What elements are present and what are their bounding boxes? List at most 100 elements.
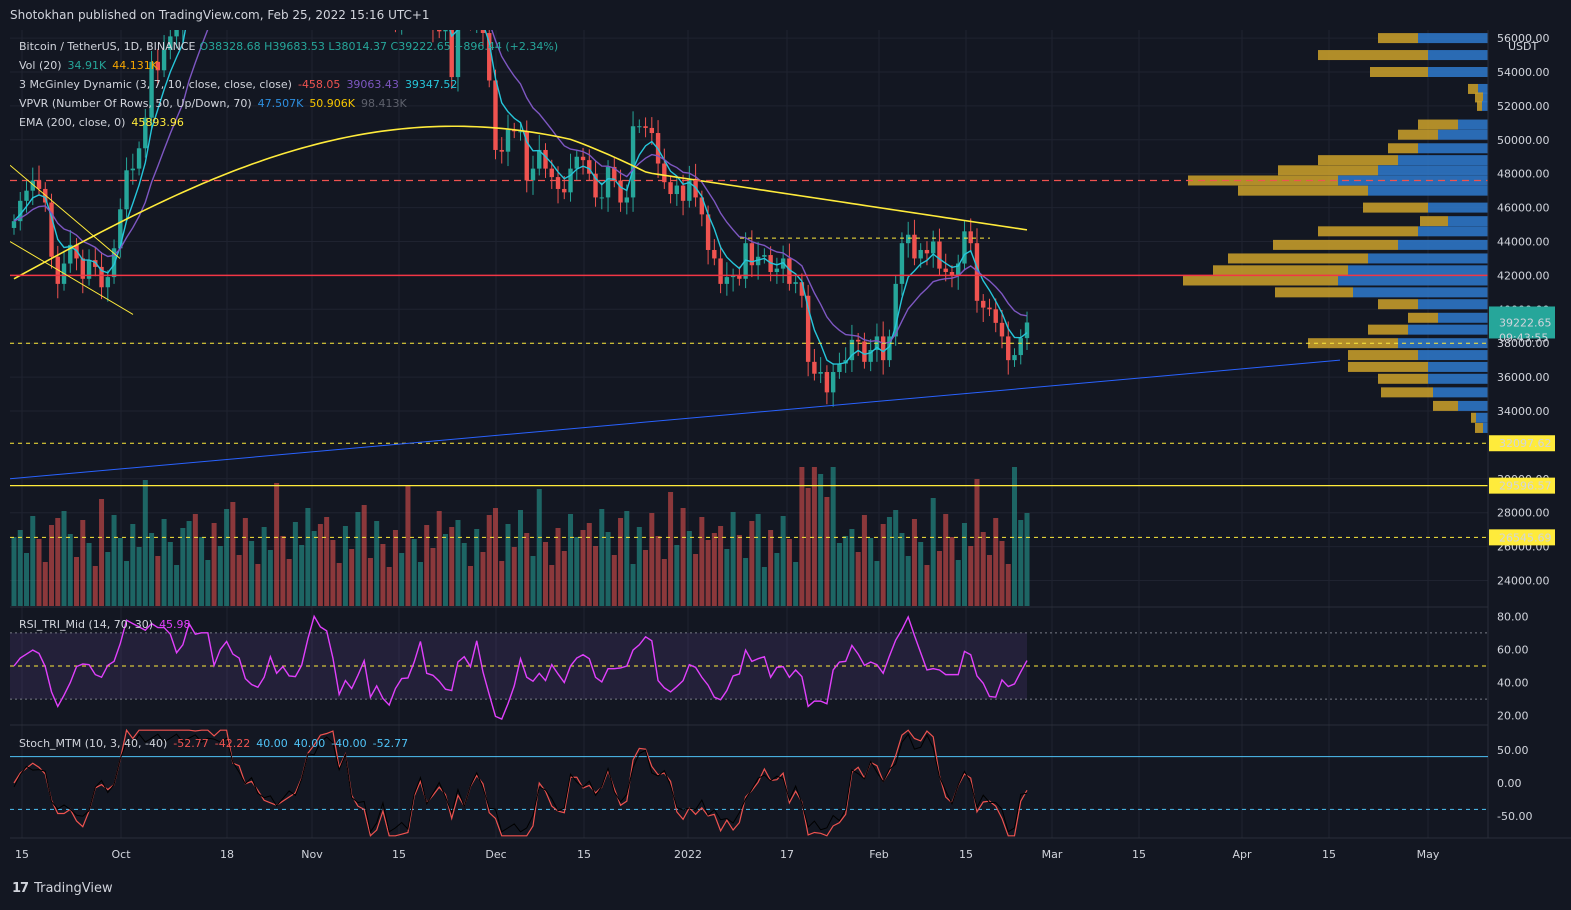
vpvr-down-bar — [1238, 185, 1368, 196]
volume-bar — [911, 519, 917, 606]
time-axis[interactable]: 15 Oct 18 Nov 15 Dec 15 2022 17 Feb 15 Mar 15 Apr 15 Ma… — [15, 848, 1440, 861]
candle-body — [849, 339, 855, 361]
stoch-pane[interactable]: 50.00 0.00 -50.00 — [10, 728, 1532, 837]
vpvr-up-bar — [1348, 265, 1488, 276]
candle-body — [1012, 355, 1017, 361]
volume-bar — [261, 527, 267, 606]
volume-bar — [655, 536, 661, 606]
volume-bar — [449, 527, 455, 606]
brand[interactable]: 17 TradingView — [12, 881, 113, 896]
legend-stoch: Stoch_MTM (10, 3, 40, -40) — [19, 737, 167, 750]
volume-bar — [899, 533, 905, 606]
volume-bar — [305, 508, 311, 606]
volume-bar — [955, 560, 961, 606]
volume-bar — [568, 514, 574, 606]
volume-bar — [180, 528, 186, 606]
candle-body — [968, 231, 973, 244]
volume-bar — [668, 492, 674, 606]
volume-bar — [774, 553, 780, 606]
vpvr-up-bar — [1448, 216, 1488, 227]
volume-bar — [455, 520, 461, 606]
volume-bar — [818, 474, 824, 606]
main-legend: Bitcoin / TetherUS, 1D, BINANCE O38328.68… — [19, 40, 558, 750]
legend-vpvr-v1: 47.507K — [258, 97, 304, 110]
legend-ohlc: O38328.68 H39683.53 L38014.37 C39222.65 … — [200, 40, 559, 53]
volume-bar — [849, 529, 855, 606]
price-axis[interactable]: 56000.00 54000.00 52000.00 50000.00 48000.00… — [1489, 32, 1555, 588]
volume-profile — [1183, 33, 1488, 433]
candle-body — [680, 185, 686, 201]
vpvr-up-bar — [1458, 119, 1488, 130]
price-pane[interactable] — [10, 30, 1488, 607]
price-tick-label: 52000.00 — [1497, 100, 1550, 113]
volume-bar — [267, 550, 273, 606]
stoch-tick-label: 0.00 — [1497, 777, 1522, 790]
rsi-tick-label: 60.00 — [1497, 643, 1529, 656]
candle-body — [912, 234, 917, 259]
candle-body — [762, 255, 767, 257]
volume-bar — [292, 522, 298, 606]
legend-mcg: 3 McGinley Dynamic (3, 7, 10, close, clo… — [19, 78, 292, 91]
rsi-line — [13, 614, 1028, 720]
candle-body — [124, 170, 129, 210]
svg-text:Stoch_MTM (10, 3, 40, -40)-52.: Stoch_MTM (10, 3, 40, -40) -52.77 -42.22 40… — [19, 737, 408, 750]
vpvr-down-bar — [1378, 33, 1418, 44]
volume-bar — [274, 483, 280, 606]
candle-body — [712, 249, 717, 259]
vpvr-up-bar — [1418, 143, 1488, 154]
volume-bar — [749, 521, 755, 606]
volume-bar — [167, 542, 173, 606]
candle-body — [449, 30, 454, 78]
candle-body — [899, 243, 905, 284]
volume-bar — [536, 489, 542, 606]
candle-body — [962, 231, 967, 264]
volume-bar — [543, 542, 549, 606]
volume-bar — [943, 514, 949, 606]
volume-bar — [636, 527, 642, 606]
volume-bar — [711, 533, 717, 606]
volume-bar — [361, 505, 367, 606]
volume-bar — [530, 556, 536, 606]
svg-text:Bitcoin / TetherUS, 1D, BINANC: Bitcoin / TetherUS, 1D, BINANCE O38328.68… — [19, 40, 558, 53]
vpvr-up-bar — [1418, 350, 1488, 361]
vpvr-down-bar — [1275, 287, 1353, 298]
candle-body — [662, 163, 667, 183]
time-tick-label: Apr — [1232, 848, 1252, 861]
candle-body — [793, 282, 798, 284]
candle-body — [487, 33, 492, 81]
legend-rsi-v: 45.98 — [159, 618, 191, 631]
trading-chart[interactable]: 80.00 60.00 40.00 20.00 50.00 0.00 -50.00 560… — [0, 30, 1571, 870]
volume-bar — [1018, 520, 1024, 606]
vpvr-down-bar — [1278, 165, 1378, 176]
legend-stoch-v6: -52.77 — [373, 737, 408, 750]
volume-bar — [117, 538, 123, 606]
svg-text:EMA (200, close, 0)45893.96: EMA (200, close, 0) 45893.96 — [19, 116, 184, 129]
volume-bar — [374, 521, 380, 606]
volume-bar — [286, 559, 292, 606]
candle-body — [36, 180, 42, 189]
volume-bar — [1005, 564, 1011, 606]
volume-bar — [380, 544, 386, 606]
volume-bar — [242, 518, 248, 606]
rsi-tick-label: 20.00 — [1497, 710, 1529, 723]
vpvr-up-bar — [1338, 175, 1488, 186]
legend-vpvr-v3: 98.413K — [361, 97, 407, 110]
volume-bar — [392, 530, 398, 606]
vpvr-down-bar — [1433, 400, 1458, 411]
price-tick-label: 54000.00 — [1497, 66, 1550, 79]
candle-body — [718, 258, 723, 284]
legend-stoch-v2: -42.22 — [215, 737, 250, 750]
vpvr-up-bar — [1428, 50, 1488, 61]
candle-body — [855, 339, 861, 342]
svg-text:VPVR (Number Of Rows, 50, Up/D: VPVR (Number Of Rows, 50, Up/Down, 70) 47… — [19, 97, 408, 110]
candle-body — [787, 258, 792, 284]
stoch-tick-label: -50.00 — [1497, 810, 1532, 823]
vpvr-down-bar — [1363, 202, 1428, 213]
volume-bar — [1024, 513, 1030, 606]
candle-body — [705, 214, 711, 250]
legend-ema: EMA (200, close, 0) — [19, 116, 125, 129]
volume-bar — [805, 488, 811, 606]
rsi-pane[interactable]: 80.00 60.00 40.00 20.00 — [10, 610, 1529, 723]
candle-body — [1006, 336, 1011, 361]
candle-body — [887, 336, 892, 361]
